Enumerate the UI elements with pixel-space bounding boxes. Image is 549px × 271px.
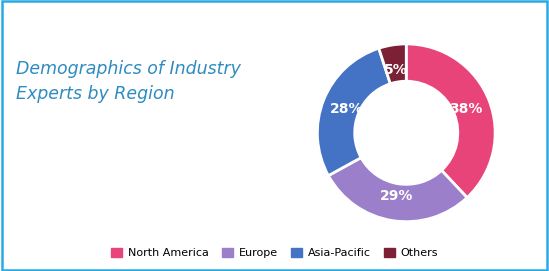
Legend: North America, Europe, Asia-Pacific, Others: North America, Europe, Asia-Pacific, Oth… <box>107 244 442 263</box>
Text: Demographics of Industry
Experts by Region: Demographics of Industry Experts by Regi… <box>16 60 242 103</box>
Wedge shape <box>317 48 390 176</box>
Text: 38%: 38% <box>449 102 483 116</box>
Wedge shape <box>328 158 467 222</box>
Text: 5%: 5% <box>384 63 408 77</box>
Wedge shape <box>406 44 495 198</box>
Text: 29%: 29% <box>379 189 413 203</box>
Wedge shape <box>379 44 406 84</box>
Text: 28%: 28% <box>330 102 363 116</box>
